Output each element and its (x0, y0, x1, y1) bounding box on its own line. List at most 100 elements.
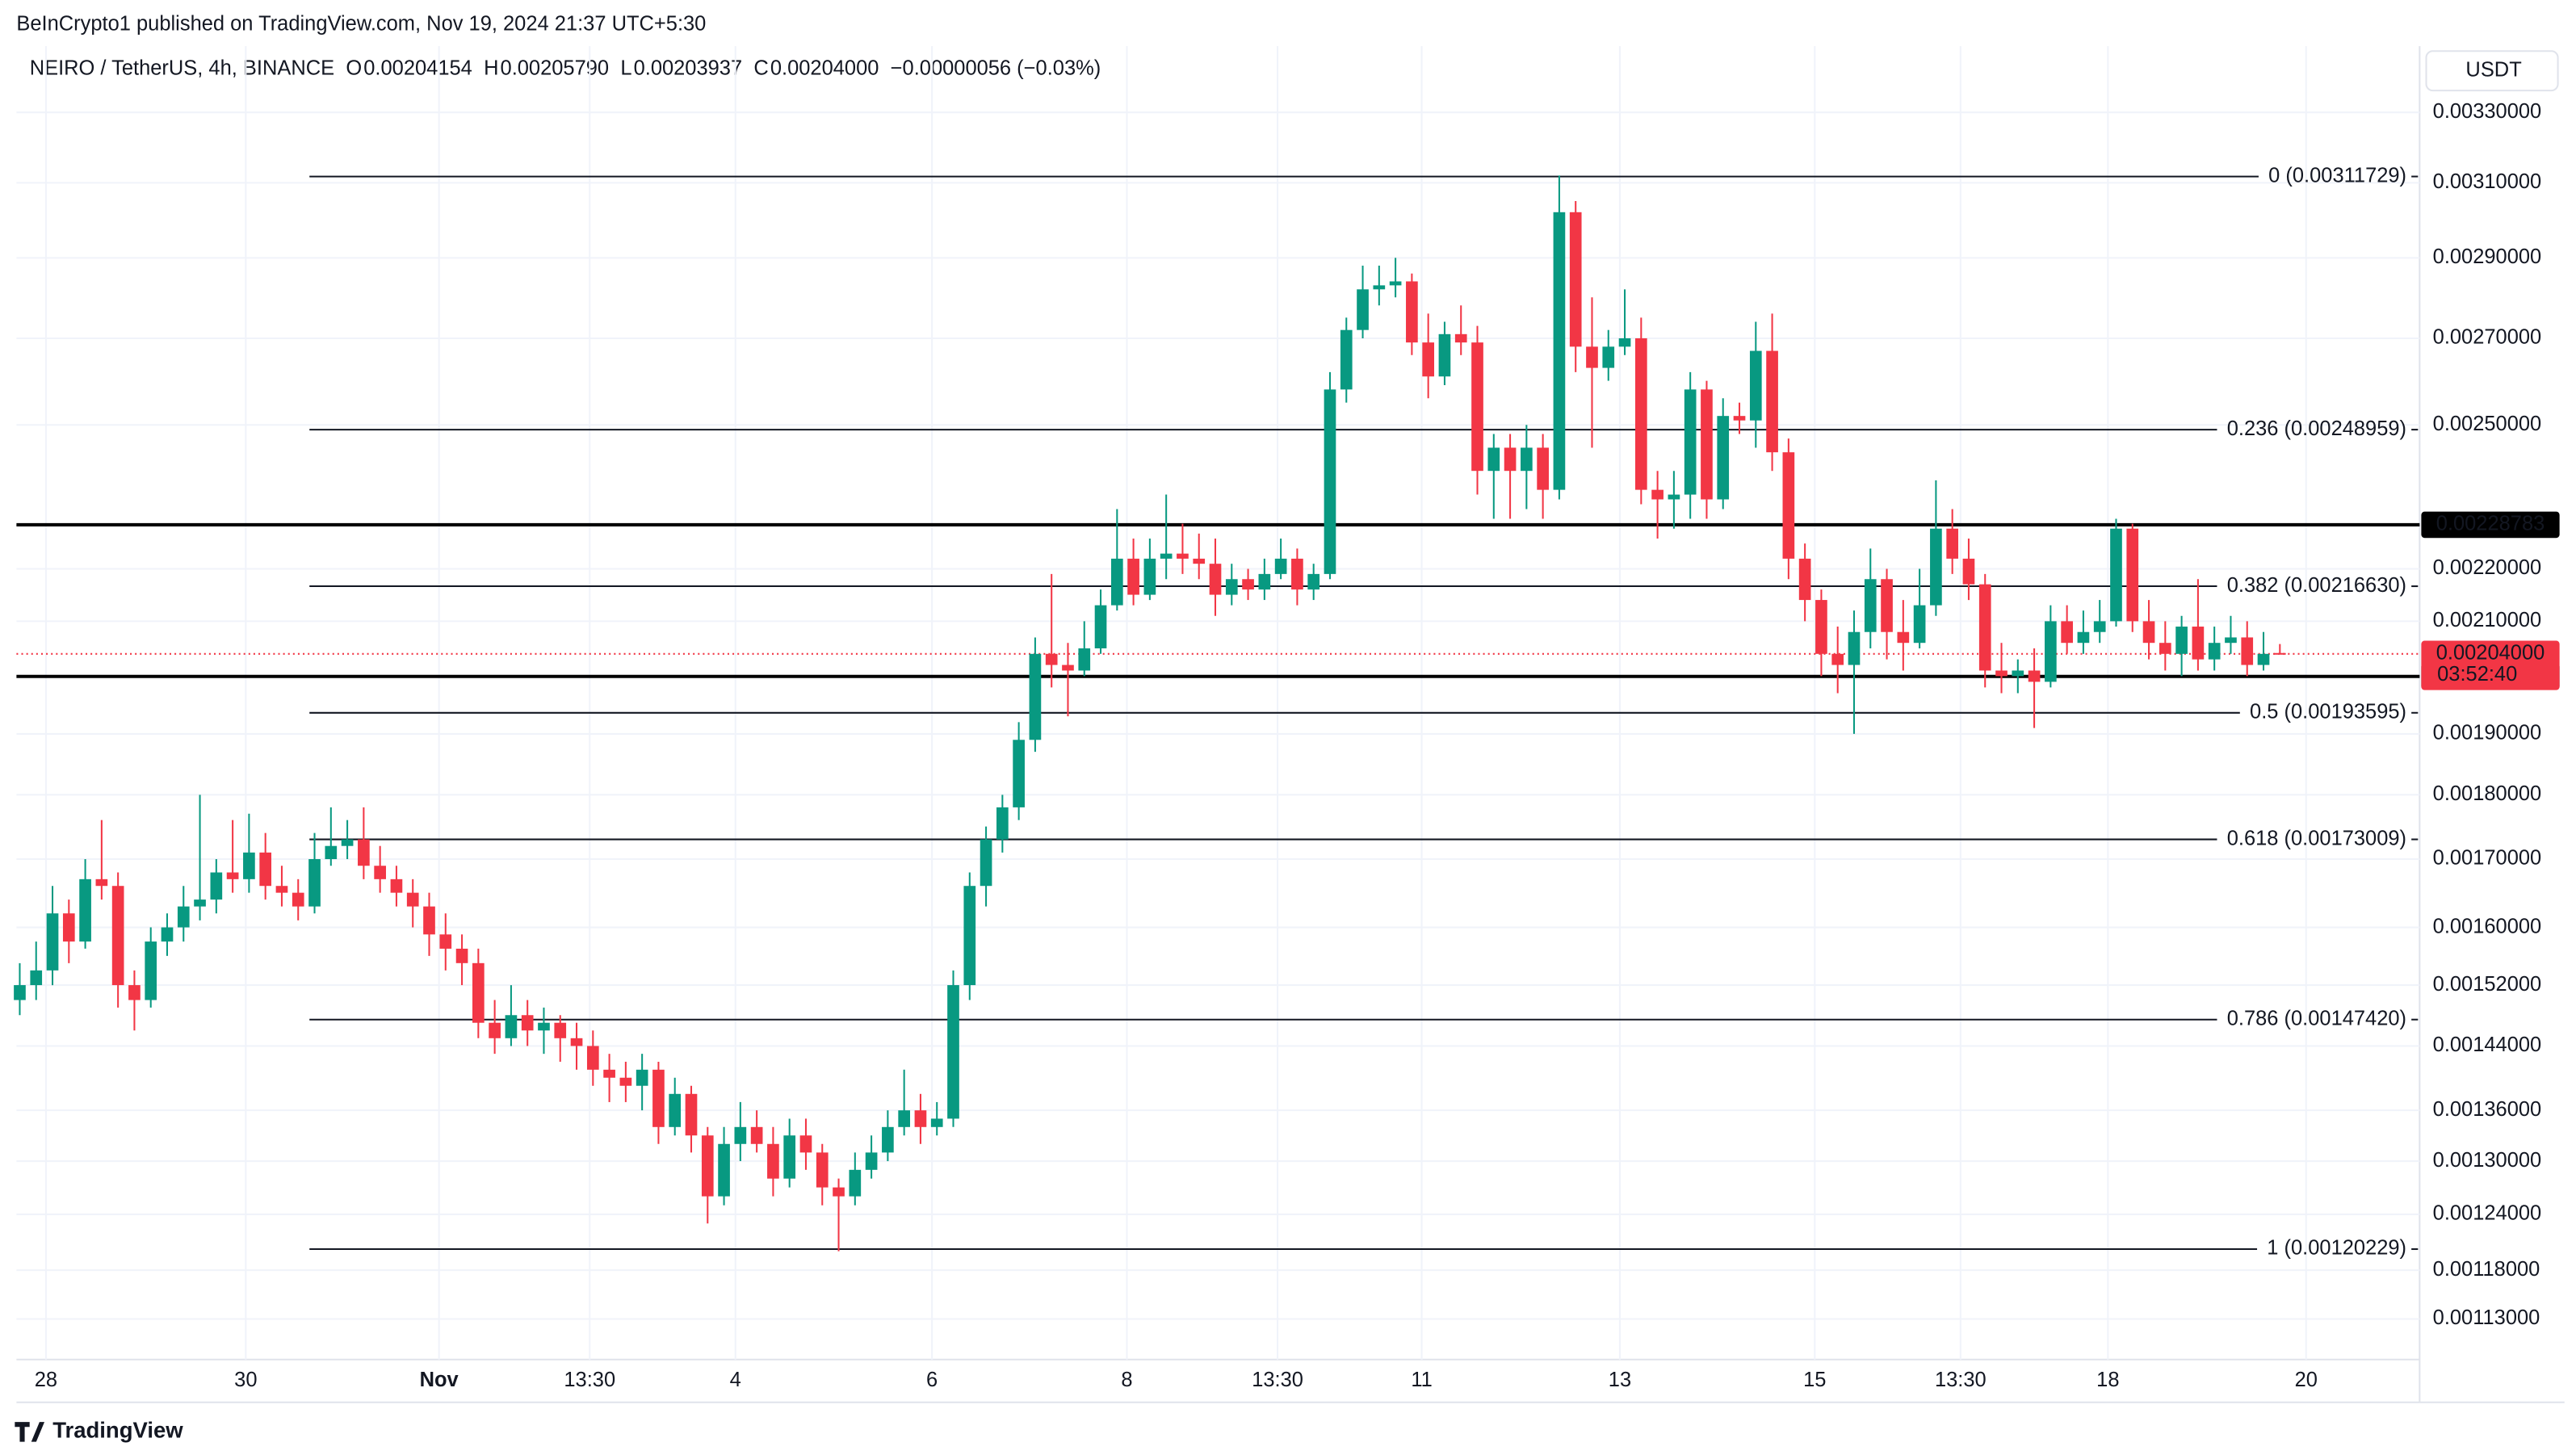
candle-body (799, 1135, 812, 1153)
y-tick-label: 0.00144000 (2433, 1034, 2542, 1056)
brand-logo (15, 1422, 45, 1442)
unit-button[interactable] (2425, 50, 2559, 92)
candle-body (161, 927, 174, 942)
legend-c-label: C (753, 57, 768, 79)
y-tick-label: 0.00290000 (2433, 245, 2542, 268)
candle-body (1373, 285, 1386, 290)
candle-body (652, 1069, 665, 1127)
candle-body (2175, 627, 2188, 654)
candle-body (1602, 346, 1615, 368)
candle-body (1553, 212, 1566, 490)
candle-body (865, 1152, 878, 1170)
legend-symbol: NEIRO / TetherUS, 4h, BINANCE (30, 57, 334, 79)
candle-body (210, 872, 223, 900)
candle-body (1357, 289, 1369, 330)
candle-body (1831, 653, 1844, 665)
legend-o-label: O (346, 57, 362, 79)
candle-body (1160, 553, 1173, 559)
candle-body (685, 1093, 698, 1136)
candle-body (1569, 212, 1582, 347)
candle-body (2192, 627, 2205, 660)
candle-body (2159, 643, 2171, 654)
candle-body (2061, 621, 2073, 644)
y-tick-label: 0.00190000 (2433, 722, 2542, 744)
candle-body (882, 1126, 894, 1153)
legend: NEIRO / TetherUS, 4h, BINANCE O 0.00204154… (30, 57, 1101, 79)
candle-body (358, 839, 370, 866)
x-tick-label: 13:30 (564, 1369, 615, 1391)
candle-body (30, 970, 43, 986)
candle-body (1586, 346, 1598, 368)
candle-body (455, 948, 468, 963)
x-tick-label: 28 (35, 1369, 57, 1391)
candle-body (1749, 350, 1762, 421)
x-tick-label: 13 (1609, 1369, 1631, 1391)
candle-body (423, 906, 435, 935)
candle-body (489, 1022, 501, 1038)
candle-body (2093, 621, 2106, 632)
candle-body (1995, 670, 2008, 677)
y-tick-label: 0.00330000 (2433, 100, 2542, 123)
candle-body (95, 878, 108, 887)
candle-body (1946, 528, 1959, 559)
level-label: 0.00228783 (2436, 513, 2545, 535)
candle-body (554, 1022, 567, 1038)
candle-body (1143, 558, 1156, 595)
candle-body (1324, 389, 1336, 574)
candle-body (2045, 621, 2057, 682)
candle-body (505, 1015, 518, 1038)
candle-body (1618, 338, 1631, 347)
x-tick-label: Nov (420, 1369, 459, 1391)
candle-body (325, 845, 338, 860)
candle-body (1766, 350, 1778, 453)
candle-body (1684, 389, 1697, 495)
candle-body (570, 1038, 583, 1046)
candle-body (2208, 643, 2221, 660)
candle-body (145, 941, 157, 1000)
candle-body (963, 886, 976, 986)
candle-body (275, 886, 288, 893)
countdown: 03:52:40 (2437, 663, 2517, 686)
legend-h: 0.00205790 (501, 57, 610, 79)
y-tick-label: 0.00180000 (2433, 782, 2542, 805)
candle-body (111, 886, 124, 986)
candle-body (914, 1110, 927, 1127)
x-tick-label: 15 (1803, 1369, 1826, 1391)
candle-body (767, 1143, 779, 1179)
candle-body (1225, 579, 1238, 595)
header: BeInCrypto1 published on TradingView.com… (16, 12, 706, 35)
candle-body (2225, 637, 2237, 644)
candle-body (1881, 579, 1893, 632)
candle-body (243, 852, 255, 879)
candle-body (1897, 631, 1910, 644)
candle-body (1127, 558, 1139, 595)
candle-body (1504, 447, 1517, 472)
candle-body (930, 1118, 943, 1127)
candle-body (2273, 652, 2286, 655)
candle-body (1389, 281, 1402, 286)
candle-body (1209, 564, 1222, 595)
candle-body (849, 1169, 862, 1197)
candle-body (2126, 528, 2139, 622)
x-tick-label: 6 (926, 1369, 938, 1391)
candle-body (2012, 670, 2024, 677)
candle-body (2028, 670, 2041, 682)
candle-body (1717, 416, 1730, 500)
legend-h-label: H (484, 57, 498, 79)
candle-body (128, 985, 141, 1000)
fib-label: 0 (0.00311729) (2268, 164, 2406, 187)
candle-body (603, 1069, 615, 1078)
y-tick-label: 0.00152000 (2433, 973, 2542, 996)
level-badge (2421, 511, 2560, 539)
x-tick-label: 8 (1121, 1369, 1132, 1391)
candle-body (2142, 621, 2155, 644)
price-unit[interactable]: USDT (2465, 58, 2521, 81)
candle-body (538, 1022, 550, 1031)
y-tick-label: 0.00136000 (2433, 1098, 2542, 1121)
candle-body (1307, 573, 1320, 590)
candle-body (1634, 338, 1647, 490)
candle-body (1193, 558, 1206, 564)
candle-body (1930, 528, 1942, 606)
candle-body (1848, 631, 1861, 665)
